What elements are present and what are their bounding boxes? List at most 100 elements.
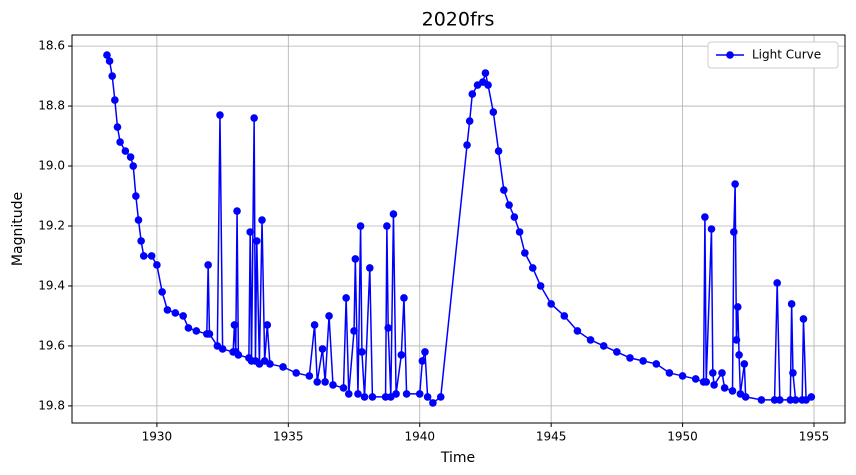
data-point <box>246 228 255 236</box>
data-point <box>599 342 608 350</box>
data-point <box>266 360 274 368</box>
data-point <box>773 279 781 287</box>
data-point <box>252 237 261 245</box>
y-tick-label: 19.6 <box>38 338 65 352</box>
data-point <box>310 321 319 329</box>
data-point <box>134 216 143 224</box>
data-point <box>204 261 212 269</box>
data-point <box>192 327 201 335</box>
data-point <box>691 375 700 383</box>
data-point <box>678 372 687 380</box>
chart-title: 2020frs <box>422 9 495 31</box>
data-point <box>402 390 411 398</box>
data-point <box>392 390 400 398</box>
data-point <box>573 327 582 335</box>
data-point <box>339 384 348 392</box>
data-point <box>329 381 337 389</box>
data-point <box>129 162 138 170</box>
data-point <box>770 396 779 404</box>
data-point <box>547 300 555 308</box>
data-point <box>279 363 287 371</box>
data-point <box>463 141 471 149</box>
data-point <box>137 237 145 245</box>
legend-label: Light Curve <box>752 48 821 62</box>
data-point <box>158 288 166 296</box>
y-tick-label: 19.4 <box>38 278 65 292</box>
data-point <box>639 357 647 365</box>
x-tick-label: 1940 <box>404 430 435 444</box>
data-point <box>383 222 391 230</box>
data-point <box>500 186 508 194</box>
data-point <box>113 123 122 131</box>
data-point <box>179 312 187 320</box>
data-point <box>230 321 239 329</box>
data-point <box>791 396 800 404</box>
legend-marker <box>726 51 734 59</box>
data-point <box>494 147 503 155</box>
data-point <box>139 252 148 260</box>
y-tick-label: 19.0 <box>38 159 65 173</box>
data-point <box>103 51 111 59</box>
data-point <box>510 213 519 221</box>
data-point <box>731 180 739 188</box>
data-point <box>108 72 117 80</box>
x-tick-label: 1955 <box>799 430 830 444</box>
data-point <box>116 138 124 146</box>
y-tick-label: 18.8 <box>38 99 65 113</box>
data-point <box>733 303 742 311</box>
data-point <box>218 345 227 353</box>
data-point <box>184 324 193 332</box>
y-tick-label: 19.8 <box>38 398 65 412</box>
data-point <box>710 381 718 389</box>
data-point <box>741 393 750 401</box>
x-tick-label: 1945 <box>536 430 567 444</box>
data-point <box>263 321 272 329</box>
data-point <box>153 261 161 269</box>
data-point <box>111 96 119 104</box>
x-tick-label: 1935 <box>273 430 304 444</box>
data-point <box>250 114 258 122</box>
data-point <box>365 264 374 272</box>
data-point <box>728 387 737 395</box>
data-point <box>757 396 766 404</box>
data-point <box>381 393 390 401</box>
data-point <box>292 369 300 377</box>
data-point <box>325 312 333 320</box>
data-point <box>233 207 241 215</box>
data-point <box>799 315 808 323</box>
data-point <box>305 372 314 380</box>
legend-box <box>707 41 839 69</box>
data-point <box>121 147 130 155</box>
x-axis-label: Time <box>440 450 475 466</box>
light-curve-line <box>106 54 812 404</box>
data-point <box>360 393 369 401</box>
data-point <box>626 354 634 362</box>
data-point <box>358 348 366 356</box>
data-point <box>384 324 392 332</box>
x-tick-label: 1930 <box>142 430 173 444</box>
data-point <box>313 378 322 386</box>
data-point <box>321 378 329 386</box>
data-point <box>740 360 749 368</box>
data-point <box>732 336 741 344</box>
data-point <box>415 390 424 398</box>
plot-frame <box>71 34 846 424</box>
x-tick-label: 1950 <box>667 430 698 444</box>
data-point <box>423 393 432 401</box>
y-tick-label: 18.6 <box>38 39 65 53</box>
data-point <box>536 282 545 290</box>
data-point <box>701 213 709 221</box>
data-point <box>718 369 726 377</box>
data-point <box>397 351 406 359</box>
data-point <box>528 264 537 272</box>
data-point <box>436 393 445 401</box>
data-point <box>481 69 490 77</box>
data-point <box>418 357 427 365</box>
data-point <box>560 312 569 320</box>
data-point <box>216 111 224 119</box>
data-point <box>789 369 797 377</box>
data-point <box>665 369 674 377</box>
data-point <box>147 252 156 260</box>
data-point <box>787 300 796 308</box>
